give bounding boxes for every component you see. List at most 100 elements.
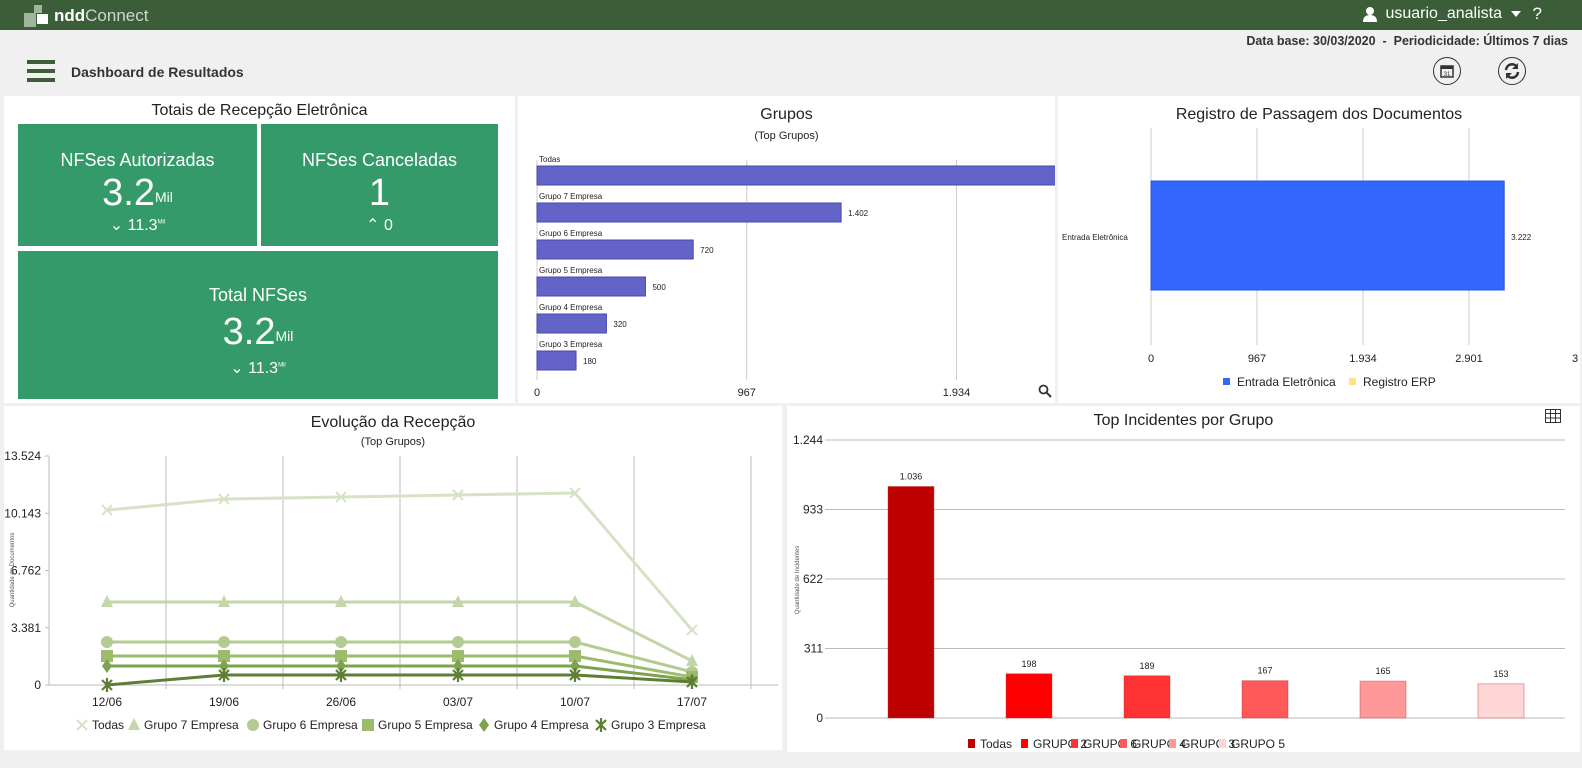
legend-label: Grupo 4 Empresa: [494, 718, 589, 732]
brand-logo[interactable]: nddConnect: [24, 5, 148, 27]
bar: [1123, 675, 1171, 719]
evolucao-subtitle: (Top Grupos): [360, 436, 426, 448]
data-point: [569, 595, 581, 608]
data-point: [452, 595, 464, 608]
calendar-button[interactable]: 31: [1433, 57, 1461, 85]
legend-swatch: [1223, 378, 1230, 385]
table-view-icon[interactable]: [1545, 409, 1561, 423]
tile-label: Total NFSes: [208, 285, 308, 305]
user-menu[interactable]: usuario_analista: [1363, 5, 1522, 23]
tile-nfses-autorizadas[interactable]: NFSes Autorizadas 3.2Mil ⌄ 11.3Mil: [18, 124, 257, 246]
y-tick-label: 311: [804, 642, 823, 656]
tile-compare: 11.3: [248, 360, 279, 377]
legend-label: GRUPO 3: [1181, 737, 1235, 751]
y-tick-label: 0: [816, 711, 823, 725]
grupos-subtitle: (Top Grupos): [754, 130, 819, 142]
legend-label: GRUPO 4: [1132, 737, 1186, 751]
chevron-up-icon: ⌃: [366, 217, 380, 234]
legend-label: Grupo 6 Empresa: [263, 718, 358, 732]
tile-nfses-canceladas[interactable]: NFSes Canceladas 1 ⌃ 0: [261, 124, 498, 246]
y-tick-label: 0: [34, 678, 41, 692]
category-label: Todas: [539, 155, 560, 164]
tile-value: 3.2: [102, 172, 155, 214]
data-point: [570, 659, 580, 674]
page-title: Dashboard de Resultados: [71, 64, 244, 80]
bar: [536, 165, 1055, 186]
tile-compare: 0: [383, 217, 393, 234]
data-label: 167: [1257, 666, 1272, 676]
data-label: 153: [1493, 669, 1508, 679]
data-label: 3.222: [1511, 233, 1532, 242]
data-point: [335, 595, 347, 608]
x-tick-label: 03/07: [443, 695, 473, 709]
zoom-icon[interactable]: [1038, 384, 1052, 398]
data-point: [569, 487, 581, 499]
data-label: 1.402: [848, 209, 869, 218]
x-tick-label: 26/06: [326, 695, 356, 709]
menu-icon[interactable]: [27, 60, 55, 82]
data-point: [218, 493, 230, 505]
brand-name-light: Connect: [85, 6, 149, 25]
legend-label: Grupo 5 Empresa: [378, 718, 473, 732]
data-label: 720: [700, 246, 714, 255]
data-label: 198: [1021, 659, 1036, 669]
x-tick-label: 3: [1572, 353, 1578, 365]
bar: [1359, 680, 1407, 719]
data-point: [335, 635, 347, 648]
incidentes-chart: 0 311 622 933 1.244 Quantidade de Incidentes 1…: [793, 433, 1565, 751]
tile-label: NFSes Canceladas: [301, 150, 458, 170]
data-label: 1.036: [900, 471, 923, 481]
y-tick-label: 622: [803, 572, 823, 586]
series-line: [107, 664, 693, 682]
data-label: 500: [652, 283, 666, 292]
help-button[interactable]: ?: [1532, 4, 1542, 23]
y-tick-label: 13.524: [4, 449, 41, 463]
y-tick-label: 933: [803, 503, 823, 517]
tile-compare: 11.3: [127, 217, 158, 234]
legend-label: Entrada Eletrônica: [1237, 375, 1336, 389]
y-axis-label: Quantidade de Incidentes: [795, 546, 801, 614]
category-label: Grupo 3 Empresa: [539, 340, 603, 349]
top-bar: [0, 0, 1582, 30]
data-label: 165: [1375, 666, 1390, 676]
legend-swatch: [968, 739, 975, 748]
data-point: [101, 595, 113, 608]
tile-value: 1: [368, 172, 391, 214]
data-point: [686, 653, 698, 666]
user-icon: [1363, 6, 1378, 22]
legend-label: Grupo 7 Empresa: [144, 718, 239, 732]
category-label: Grupo 6 Empresa: [539, 229, 603, 238]
registro-title: Registro de Passagem dos Documentos: [1175, 106, 1463, 123]
data-point: [335, 650, 347, 663]
legend-label: Todas: [92, 718, 124, 732]
svg-text:31: 31: [1444, 72, 1451, 78]
legend-swatch: [1021, 739, 1028, 748]
tile-unit: Mil: [275, 328, 294, 344]
bar: [536, 239, 694, 260]
legend-label: Todas: [980, 737, 1012, 751]
x-tick-label: 1.934: [1349, 353, 1377, 365]
x-tick-label: 17/07: [677, 695, 707, 709]
legend-swatch: [1071, 739, 1078, 748]
legend-label: Grupo 3 Empresa: [611, 718, 706, 732]
refresh-button[interactable]: [1498, 57, 1526, 85]
data-point: [219, 659, 229, 674]
registro-chart: 0 967 1.934 2.901 3 Entrada Eletrônica 3.222 En…: [1062, 128, 1578, 389]
bar: [536, 202, 842, 223]
data-label: 180: [583, 357, 597, 366]
tile-compare-unit: Mil: [278, 362, 286, 369]
evolucao-panel: Evolução da Recepção (Top Grupos): [4, 406, 782, 750]
caret-down-icon: [1511, 11, 1521, 17]
data-point: [569, 668, 581, 683]
data-point: [101, 635, 113, 648]
legend-swatch: [1219, 739, 1226, 748]
tile-total-nfses[interactable]: Total NFSes 3.2Mil ⌄ 11.3Mil: [18, 251, 498, 399]
legend-marker: [247, 719, 259, 731]
data-point: [101, 504, 113, 516]
chevron-down-icon: ⌄: [109, 217, 124, 234]
logo-icon: [24, 5, 48, 27]
data-point: [336, 659, 346, 674]
data-point: [335, 668, 347, 683]
data-point: [452, 635, 464, 648]
